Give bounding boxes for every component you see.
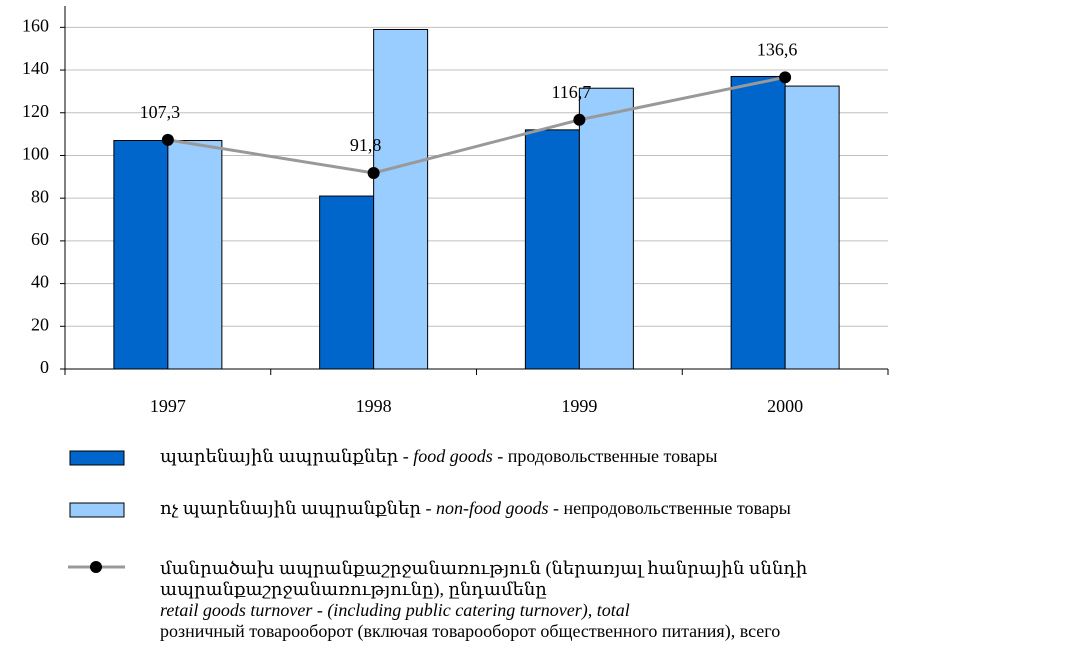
legend-part: - xyxy=(493,446,508,466)
x-tick-label: 1998 xyxy=(356,396,392,416)
marker xyxy=(161,133,174,146)
x-tick-label: 2000 xyxy=(767,396,803,416)
bar xyxy=(167,140,223,370)
line xyxy=(167,75,786,175)
legend-item: մանրածախ ապրանքաշրջանառություն (ներառյալ… xyxy=(68,558,807,642)
bar xyxy=(319,195,375,370)
legend-part: - xyxy=(421,498,436,518)
legend-line-text: ապրանքաշրջանառությունը), ընդամենը xyxy=(160,579,547,600)
legend-part: food goods xyxy=(413,446,493,466)
legend-label: պարենային ապրանքներ - food goods - продо… xyxy=(160,446,717,466)
y-tick-label: 60 xyxy=(31,229,49,249)
legend-line-text: retail goods turnover - (including publi… xyxy=(160,600,630,621)
legend-part: продовольственные товары xyxy=(508,446,718,466)
x-tick-label: 1999 xyxy=(561,396,597,416)
y-tick-label: 20 xyxy=(31,314,49,334)
y-tick-label: 140 xyxy=(22,58,49,78)
legend-marker xyxy=(90,561,102,573)
data-label: 91,8 xyxy=(350,135,382,155)
legend-part: - xyxy=(549,498,564,518)
data-label: 116,7 xyxy=(551,82,591,102)
y-tick-label: 80 xyxy=(31,186,49,206)
bar xyxy=(784,85,840,370)
bar xyxy=(373,28,429,370)
marker xyxy=(367,166,380,179)
legend-label: ոչ պարենային ապրանքներ - non-food goods … xyxy=(160,498,791,518)
bar xyxy=(524,129,580,370)
legend-swatch xyxy=(69,502,125,518)
legend-part: non-food goods xyxy=(436,498,549,518)
data-label: 136,6 xyxy=(757,39,798,59)
bar xyxy=(578,87,634,370)
legend-part: - xyxy=(398,446,413,466)
legend-label: մանրածախ ապրանքաշրջանառություն (ներառյալ… xyxy=(160,558,807,642)
y-tick-label: 0 xyxy=(40,357,49,377)
legend-item: ոչ պարենային ապրանքներ - non-food goods … xyxy=(69,498,791,518)
bar xyxy=(730,75,786,370)
legend-part: непродовольственные товары xyxy=(564,498,791,518)
x-tick-label: 1997 xyxy=(150,396,186,416)
legend-swatch xyxy=(69,450,125,466)
y-tick-label: 100 xyxy=(22,144,49,164)
marker xyxy=(573,113,586,126)
legend-part: պարենային ապրանքներ xyxy=(160,446,399,466)
marker xyxy=(779,71,792,84)
y-tick-label: 40 xyxy=(31,272,49,292)
legend-line-text: розничный товарооборот (включая товарооб… xyxy=(160,621,780,642)
legend-item: պարենային ապրանքներ - food goods - продо… xyxy=(69,446,717,466)
data-label: 107,3 xyxy=(140,102,181,122)
legend-part: ոչ պարենային ապրանքներ xyxy=(160,498,421,518)
y-tick-label: 120 xyxy=(22,101,49,121)
bar xyxy=(113,140,169,370)
legend-line-text: մանրածախ ապրանքաշրջանառություն (ներառյալ… xyxy=(160,558,807,579)
y-tick-label: 160 xyxy=(22,15,49,35)
